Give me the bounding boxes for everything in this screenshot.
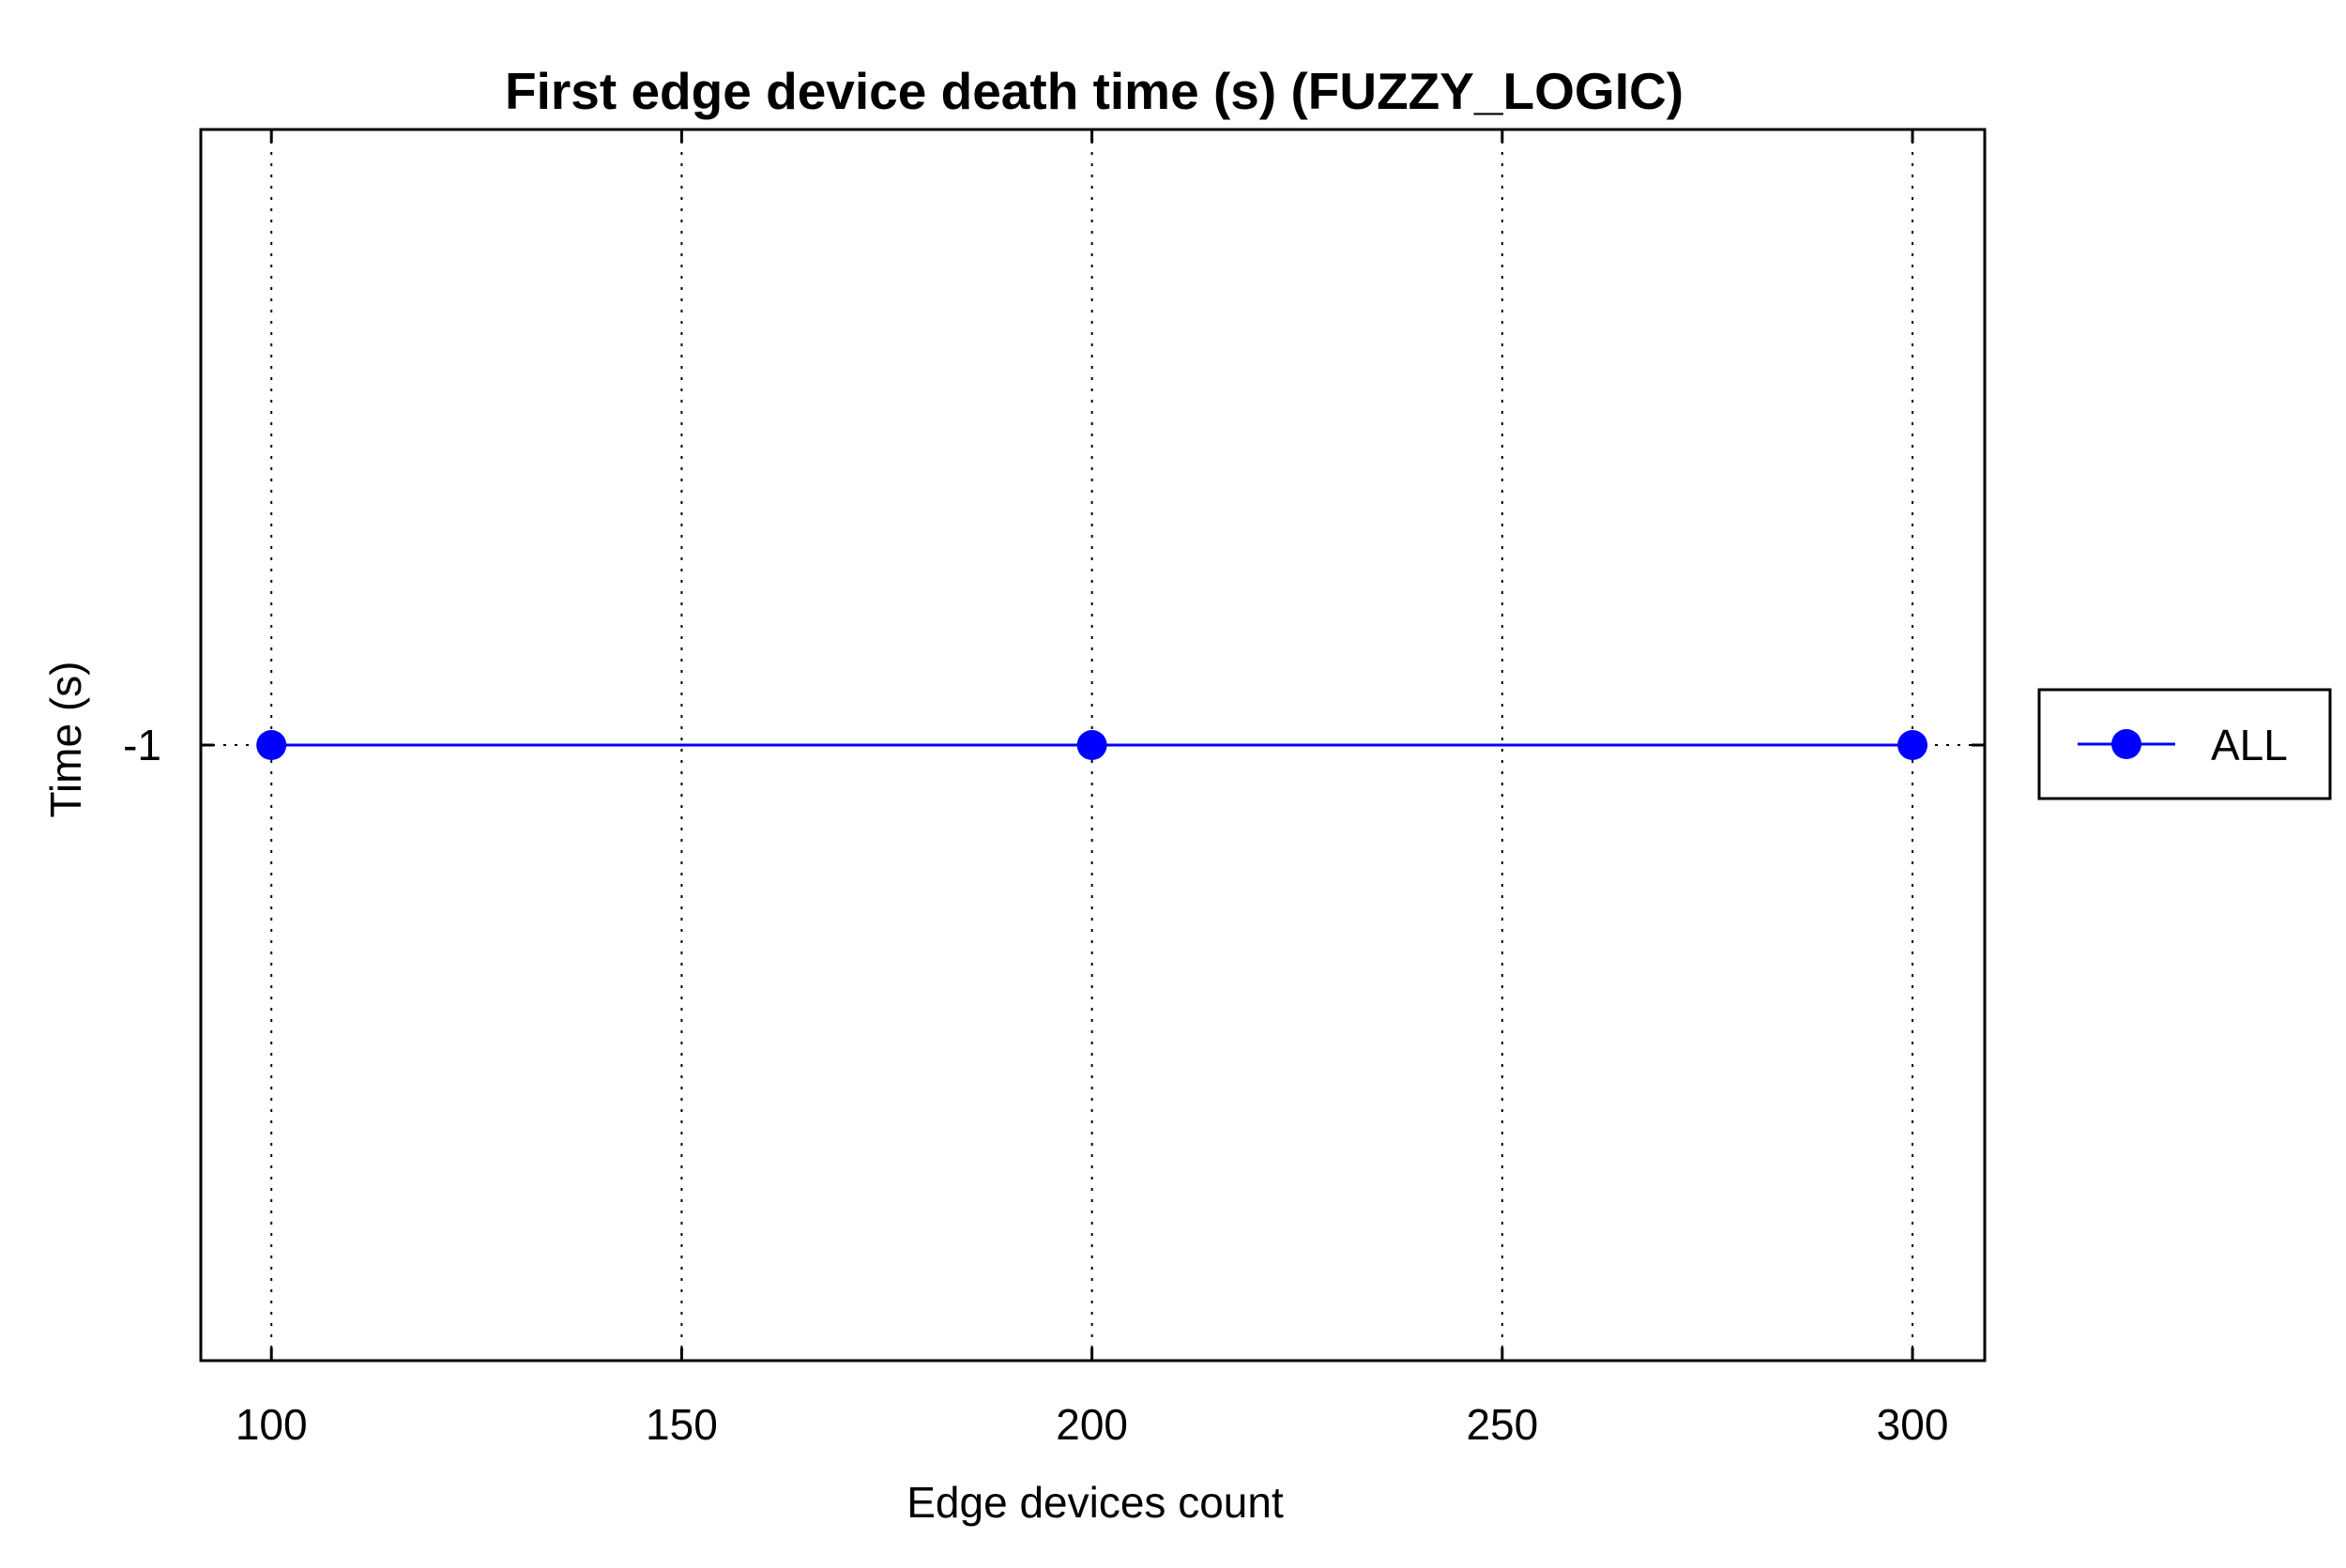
x-tick-label: 300 [1877, 1400, 1949, 1449]
series-layer [256, 730, 1928, 760]
y-tick-label: -1 [123, 721, 161, 769]
x-tick-label: 250 [1466, 1400, 1538, 1449]
legend-series-marker [2111, 729, 2141, 759]
x-tick-label: 200 [1056, 1400, 1128, 1449]
x-tick-label: 150 [646, 1400, 718, 1449]
x-tick-label: 100 [236, 1400, 308, 1449]
data-point [1897, 730, 1928, 760]
y-axis-label: Time (s) [41, 662, 90, 818]
legend: ALL [2037, 688, 2332, 800]
legend-series-label: ALL [2211, 721, 2288, 769]
data-point [256, 730, 287, 760]
data-point [1076, 730, 1107, 760]
chart-title: First edge device death time (s) (FUZZY_… [505, 62, 1683, 120]
x-axis-label: Edge devices count [906, 1478, 1284, 1527]
axis-ticks: 100 150 200 250 300 -1 [123, 129, 1985, 1449]
